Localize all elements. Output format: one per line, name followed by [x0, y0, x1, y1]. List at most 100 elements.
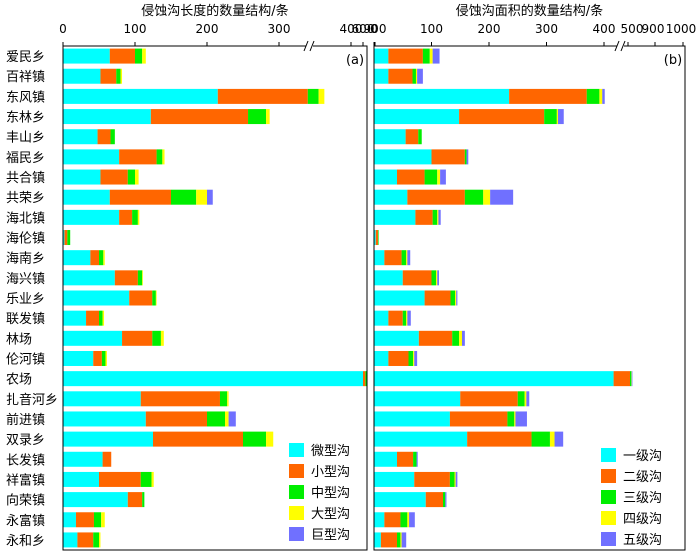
bar-三级沟 — [432, 209, 438, 225]
bar-三级沟 — [422, 48, 430, 64]
bar-二级沟 — [459, 109, 545, 125]
bar-一级沟 — [374, 350, 389, 366]
legend-label: 四级沟 — [623, 512, 662, 527]
bar-五级沟 — [407, 250, 411, 266]
bar-大型沟 — [155, 290, 157, 306]
bar-巨型沟 — [228, 411, 236, 427]
category-label: 向荣镇 — [6, 493, 45, 509]
bar-大型沟 — [101, 512, 105, 528]
bar-小型沟 — [97, 129, 111, 145]
bar-二级沟 — [375, 230, 379, 246]
bar-中型沟 — [99, 310, 103, 326]
bar-二级沟 — [509, 88, 587, 104]
bar-小型沟 — [90, 250, 99, 266]
bar-二级沟 — [397, 169, 425, 185]
category-label: 伦河镇 — [6, 352, 45, 367]
bar-小型沟 — [122, 330, 153, 346]
bar-小型沟 — [109, 189, 171, 205]
axis-break-gap — [617, 43, 624, 49]
bar-五级沟 — [417, 68, 423, 84]
bar-五级沟 — [414, 350, 418, 366]
category-label: 长发镇 — [6, 452, 45, 468]
bar-巨型沟 — [207, 189, 213, 205]
tick-label: 200 — [196, 22, 219, 36]
category-label: 联发镇 — [6, 311, 45, 327]
bar-微型沟 — [63, 149, 120, 165]
category-label: 共荣乡 — [6, 191, 45, 206]
category-label: 永富镇 — [6, 513, 45, 529]
bar-大型沟 — [142, 270, 143, 286]
category-label: 双录乡 — [6, 433, 45, 448]
bar-二级沟 — [418, 330, 453, 346]
bar-微型沟 — [63, 250, 91, 266]
legend-label: 巨型沟 — [311, 528, 350, 543]
bar-五级沟 — [466, 149, 469, 165]
bar-三级沟 — [507, 411, 515, 427]
bar-一级沟 — [374, 451, 397, 467]
bar-微型沟 — [63, 88, 218, 104]
category-label: 海兴镇 — [6, 272, 45, 287]
bar-大型沟 — [266, 431, 274, 447]
bar-中型沟 — [132, 209, 138, 225]
tick-label: 600 — [352, 22, 375, 36]
bar-三级沟 — [418, 129, 422, 145]
legend-swatch — [289, 464, 304, 478]
bar-微型沟 — [63, 109, 151, 125]
plot-frame — [373, 45, 686, 551]
bar-微型沟 — [63, 230, 65, 246]
bar-二级沟 — [388, 350, 409, 366]
bar-四级沟 — [437, 209, 439, 225]
bar-三级沟 — [630, 371, 632, 387]
bar-小型沟 — [145, 411, 207, 427]
bar-微型沟 — [63, 189, 110, 205]
legend-swatch — [601, 469, 616, 483]
bar-一级沟 — [374, 330, 419, 346]
bar-一级沟 — [374, 471, 415, 487]
bar-二级沟 — [405, 129, 419, 145]
category-label: 东林乡 — [6, 111, 45, 126]
bar-三级沟 — [400, 512, 408, 528]
bar-三级沟 — [464, 189, 484, 205]
bar-大型沟 — [105, 350, 107, 366]
bar-二级沟 — [414, 471, 450, 487]
bar-大型沟 — [151, 471, 154, 487]
legend-swatch — [289, 485, 304, 499]
bar-四级沟 — [437, 169, 441, 185]
bar-微型沟 — [63, 129, 98, 145]
bar-中型沟 — [142, 492, 145, 508]
bar-微型沟 — [63, 451, 103, 467]
bar-小型沟 — [119, 149, 157, 165]
bar-四级沟 — [415, 68, 418, 84]
category-label: 农场 — [6, 373, 32, 388]
bar-四级沟 — [436, 270, 438, 286]
bar-三级沟 — [397, 532, 401, 548]
bar-小型沟 — [93, 350, 102, 366]
legend-label: 小型沟 — [311, 465, 350, 480]
category-label: 丰山乡 — [6, 131, 45, 146]
legend-label: 五级沟 — [623, 533, 662, 548]
bar-五级沟 — [409, 512, 415, 528]
category-label: 永和乡 — [6, 534, 45, 549]
bar-大型沟 — [162, 149, 165, 165]
category-label: 前进镇 — [6, 412, 45, 428]
category-label: 林场 — [6, 332, 32, 347]
bar-大型沟 — [225, 411, 229, 427]
tick-label: 100 — [420, 22, 443, 36]
bar-二级沟 — [388, 68, 413, 84]
category-label: 爱民乡 — [6, 50, 45, 65]
bar-三级沟 — [450, 290, 456, 306]
bar-三级沟 — [443, 492, 446, 508]
bar-中型沟 — [171, 189, 197, 205]
bar-中型沟 — [365, 371, 367, 387]
legend-label: 微型沟 — [311, 444, 350, 459]
bar-一级沟 — [374, 209, 416, 225]
bar-三级沟 — [378, 230, 379, 246]
bar-微型沟 — [63, 532, 78, 548]
bar-大型沟 — [103, 250, 105, 266]
bar-三级沟 — [544, 109, 557, 125]
bar-四级沟 — [407, 512, 410, 528]
bar-三级沟 — [402, 310, 407, 326]
bar-二级沟 — [384, 250, 402, 266]
bar-四级沟 — [549, 431, 555, 447]
bar-大型沟 — [102, 310, 105, 326]
